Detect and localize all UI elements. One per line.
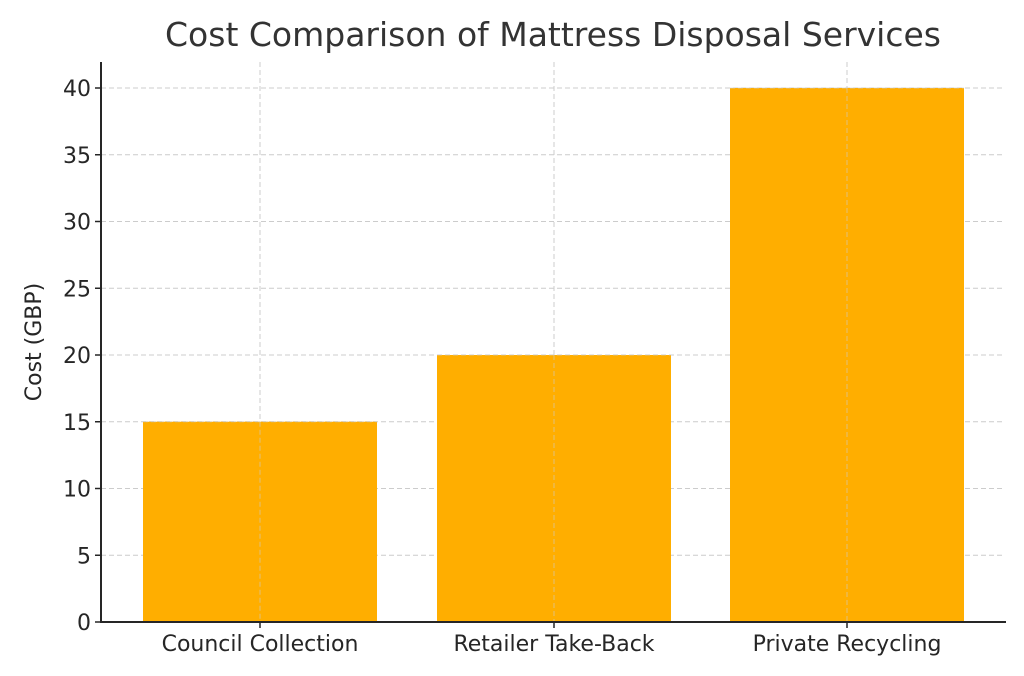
y-tick-label: 35 [63,144,91,169]
y-tick-label: 0 [77,611,91,636]
chart-title: Cost Comparison of Mattress Disposal Ser… [165,15,941,54]
y-tick-label: 5 [77,544,91,569]
x-tick-label: Private Recycling [753,632,942,657]
x-tick-label: Retailer Take-Back [453,632,654,657]
x-axis-ticks: Council Collection Retailer Take-Back Priv… [162,622,942,657]
y-axis-ticks: 0 5 10 15 20 25 30 35 40 [63,77,101,636]
y-tick-label: 40 [63,77,91,102]
y-tick-label: 15 [63,411,91,436]
bars [143,87,964,622]
y-axis-label: Cost (GBP) [22,283,47,401]
y-tick-label: 20 [63,344,91,369]
y-tick-label: 30 [63,211,91,236]
y-tick-label: 10 [63,478,91,503]
x-tick-label: Council Collection [162,632,359,657]
y-tick-label: 25 [63,277,91,302]
